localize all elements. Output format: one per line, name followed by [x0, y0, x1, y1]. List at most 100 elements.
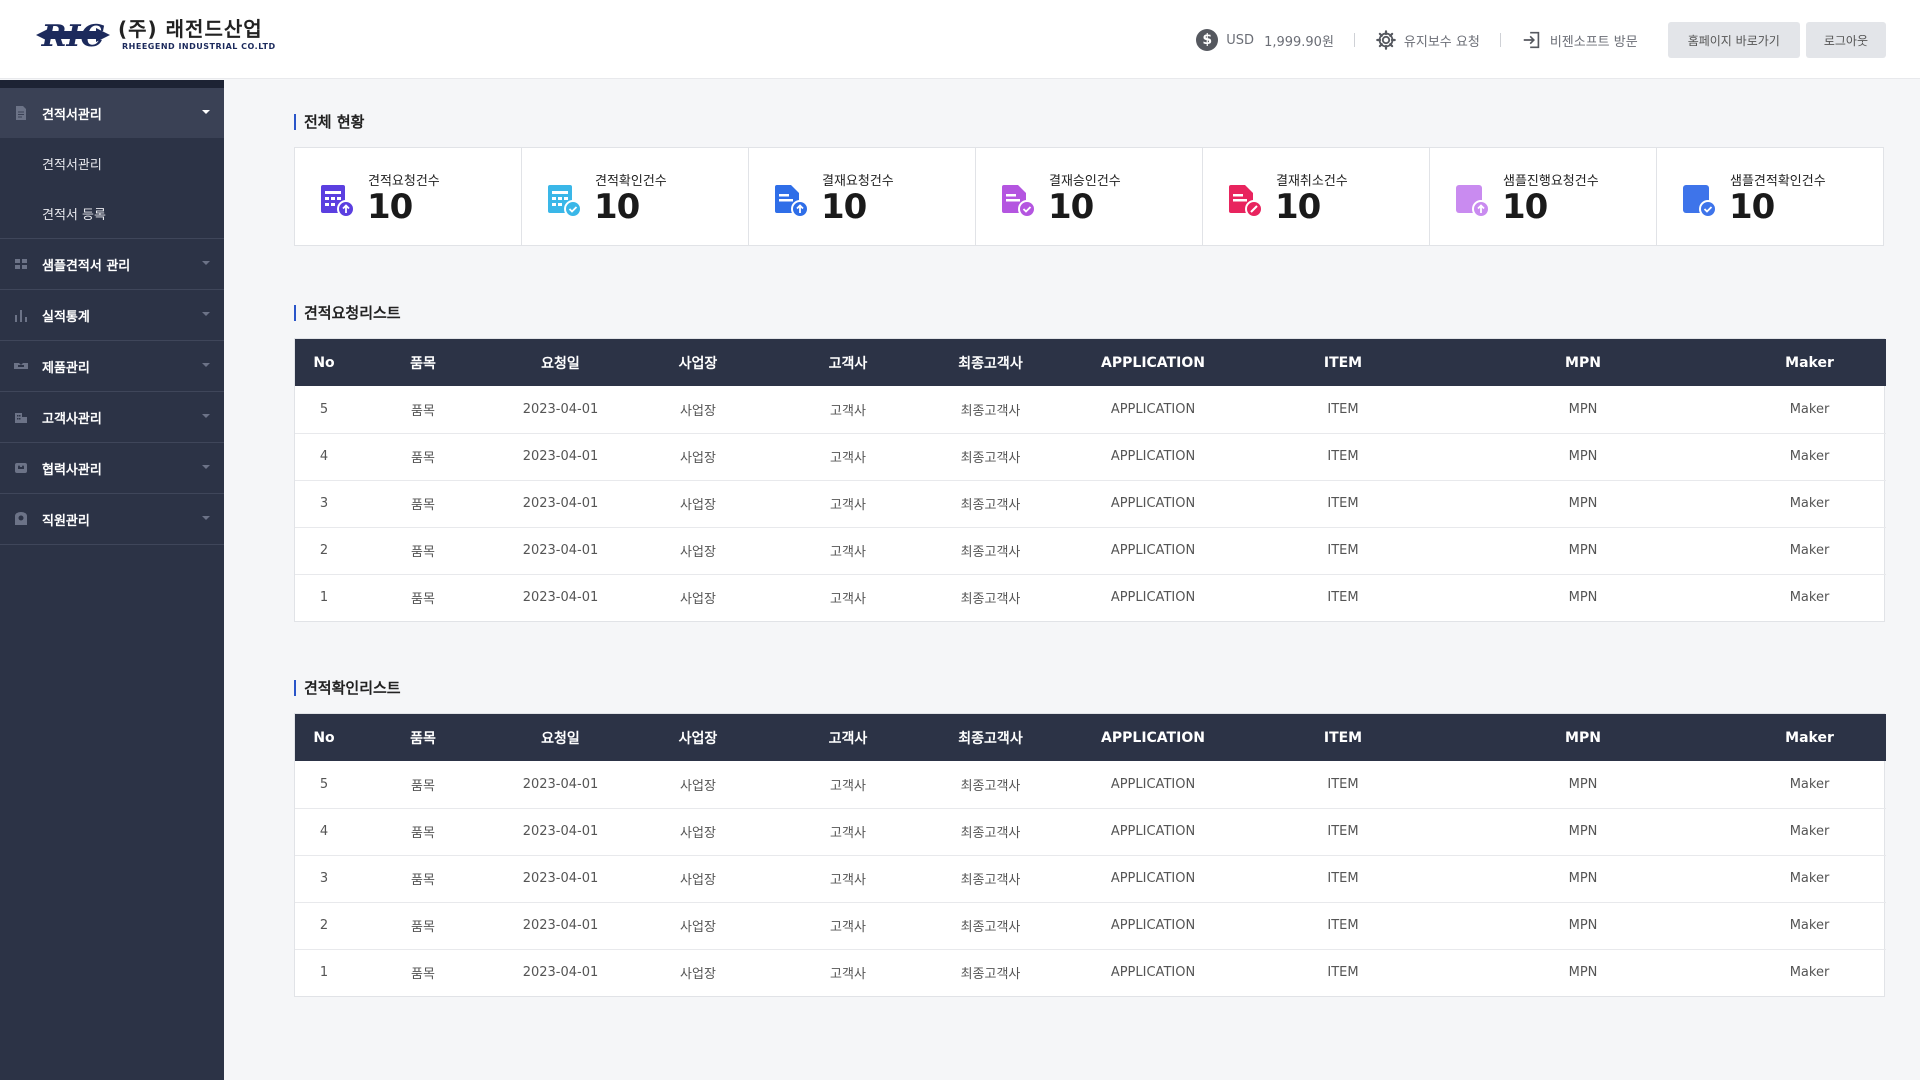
table-cell: 사업장	[628, 948, 768, 996]
visit-bizensoft-link[interactable]: 비젠소프트 방문	[1521, 29, 1638, 51]
sidebar-item-product-management[interactable]: 제품관리	[0, 341, 224, 391]
column-header[interactable]: ITEM	[1323, 354, 1363, 371]
table-cell: ITEM	[1253, 479, 1433, 527]
stat-sample-request[interactable]: 샘플진행요청건수 10	[1430, 148, 1657, 245]
sidebar-item-sample-quotes[interactable]: 샘플견적서 관리	[0, 239, 224, 289]
stat-approval-request[interactable]: 결재요청건수 10	[749, 148, 976, 245]
table-row[interactable]: 5 품목 2023-04-01 사업장 고객사 최종고객사 APPLICATIO…	[295, 761, 1886, 808]
sidebar-subitem-quote-management[interactable]: 견적서관리	[42, 157, 102, 173]
caret-down-icon[interactable]	[202, 465, 210, 469]
column-header[interactable]: 사업장	[678, 355, 718, 372]
column-header[interactable]: MPN	[1565, 729, 1601, 746]
table-row[interactable]: 4 품목 2023-04-01 사업장 고객사 최종고객사 APPLICATIO…	[295, 807, 1886, 855]
table-cell: MPN	[1433, 807, 1733, 855]
column-header[interactable]: ITEM	[1323, 729, 1363, 746]
stat-label: 견적요청건수	[368, 174, 440, 189]
table-row[interactable]: 2 품목 2023-04-01 사업장 고객사 최종고객사 APPLICATIO…	[295, 901, 1886, 949]
table-cell: 사업장	[628, 854, 768, 902]
column-header[interactable]: 고객사	[828, 730, 868, 747]
sidebar-item-quote-management[interactable]: 견적서관리	[0, 88, 224, 138]
table-cell: 고객사	[768, 854, 928, 902]
sidebar-item-partner-management[interactable]: 협력사관리	[0, 443, 224, 493]
sidebar-item-label: 직원관리	[42, 513, 90, 529]
table-row[interactable]: 3 품목 2023-04-01 사업장 고객사 최종고객사 APPLICATIO…	[295, 854, 1886, 902]
overview-title: 전체 현황	[294, 114, 364, 130]
column-header[interactable]: MPN	[1565, 354, 1601, 371]
caret-down-icon[interactable]	[202, 110, 210, 114]
table-cell: 2023-04-01	[493, 432, 628, 480]
divider	[1353, 33, 1355, 47]
caret-down-icon[interactable]	[202, 312, 210, 316]
stat-quote-confirm[interactable]: 견적확인건수 10	[522, 148, 749, 245]
table-cell: 고객사	[768, 432, 928, 480]
table-cell: 품목	[353, 901, 493, 949]
stat-approval-approve[interactable]: 결재승인건수 10	[976, 148, 1203, 245]
gear-icon	[1376, 30, 1396, 50]
column-header[interactable]: APPLICATION	[1101, 354, 1205, 371]
column-header[interactable]: Maker	[1785, 729, 1834, 746]
table-cell: 사업장	[628, 573, 768, 621]
table-cell: 2	[295, 526, 353, 574]
table-row[interactable]: 1 품목 2023-04-01 사업장 고객사 최종고객사 APPLICATIO…	[295, 948, 1886, 996]
column-header[interactable]: 고객사	[828, 355, 868, 372]
sidebar-item-staff-management[interactable]: 직원관리	[0, 494, 224, 544]
table-cell: 고객사	[768, 573, 928, 621]
table-cell: 품목	[353, 948, 493, 996]
logout-button[interactable]: 로그아웃	[1805, 22, 1886, 58]
quote-request-icon	[321, 185, 355, 218]
table-cell: 고객사	[830, 778, 866, 794]
table-cell: APPLICATION	[1053, 526, 1253, 574]
document-icon	[16, 106, 26, 120]
table-cell: Maker	[1733, 807, 1886, 855]
stat-sample-confirm[interactable]: 샘플견적확인건수 10	[1657, 148, 1883, 245]
column-header[interactable]: 최종고객사	[958, 355, 1023, 372]
stat-value: 10	[594, 187, 640, 227]
column-header[interactable]: Maker	[1785, 354, 1834, 371]
table-row[interactable]: 5 품목 2023-04-01 사업장 고객사 최종고객사 APPLICATIO…	[295, 386, 1886, 433]
column-header[interactable]: 품목	[410, 730, 436, 747]
stat-label: 결재요청건수	[822, 174, 894, 189]
divider	[1499, 33, 1501, 47]
column-header[interactable]: 사업장	[678, 730, 718, 747]
table-cell: MPN	[1433, 573, 1733, 621]
table-cell: 2023-04-01	[493, 901, 628, 949]
stat-quote-request[interactable]: 견적요청건수 10	[295, 148, 522, 245]
column-header[interactable]: 최종고객사	[958, 730, 1023, 747]
sidebar-subitem-quote-register[interactable]: 견적서 등록	[42, 207, 106, 223]
table-cell: ITEM	[1253, 901, 1433, 949]
column-header[interactable]: No	[313, 729, 335, 746]
caret-down-icon[interactable]	[202, 414, 210, 418]
go-homepage-button[interactable]: 홈페이지 바로가기	[1667, 22, 1800, 58]
sidebar-item-client-management[interactable]: 고객사관리	[0, 392, 224, 442]
table-cell: 1	[295, 948, 353, 996]
table-cell: 품목	[411, 778, 435, 794]
maintenance-request-link[interactable]: 유지보수 요청	[1375, 29, 1480, 51]
column-header[interactable]: 요청일	[541, 355, 580, 372]
column-header[interactable]: 요청일	[541, 730, 580, 747]
exchange-rate: $ USD 1,999.90원	[1196, 29, 1334, 51]
table-row[interactable]: 4 품목 2023-04-01 사업장 고객사 최종고객사 APPLICATIO…	[295, 432, 1886, 480]
column-header[interactable]: 품목	[410, 355, 436, 372]
table-cell: 최종고객사	[928, 854, 1053, 902]
table-row[interactable]: 1 품목 2023-04-01 사업장 고객사 최종고객사 APPLICATIO…	[295, 573, 1886, 621]
sidebar-item-label: 제품관리	[42, 360, 90, 376]
stat-approval-cancel[interactable]: 결재취소건수 10	[1203, 148, 1430, 245]
sidebar-item-performance-stats[interactable]: 실적통계	[0, 290, 224, 340]
table-cell: APPLICATION	[1110, 401, 1196, 417]
table-row[interactable]: 3 품목 2023-04-01 사업장 고객사 최종고객사 APPLICATIO…	[295, 479, 1886, 527]
table-row[interactable]: 2 품목 2023-04-01 사업장 고객사 최종고객사 APPLICATIO…	[295, 526, 1886, 574]
caret-down-icon[interactable]	[202, 516, 210, 520]
table-cell: APPLICATION	[1053, 432, 1253, 480]
caret-down-icon[interactable]	[202, 261, 210, 265]
sidebar-item-label: 견적서관리	[42, 107, 102, 123]
ric-logo-icon: RIC	[36, 19, 110, 54]
column-header[interactable]: APPLICATION	[1101, 729, 1205, 746]
table-cell: 고객사	[768, 948, 928, 996]
stat-label: 샘플견적확인건수	[1730, 174, 1826, 189]
table-cell: 2	[295, 901, 353, 949]
caret-down-icon[interactable]	[202, 363, 210, 367]
company-logo[interactable]: RIC (주) 래전드산업 RHEEGEND INDUSTRIAL CO.LTD	[36, 16, 276, 54]
column-header[interactable]: No	[313, 354, 335, 371]
table-cell: 최종고객사	[928, 526, 1053, 574]
stat-label: 결재취소건수	[1276, 174, 1348, 189]
